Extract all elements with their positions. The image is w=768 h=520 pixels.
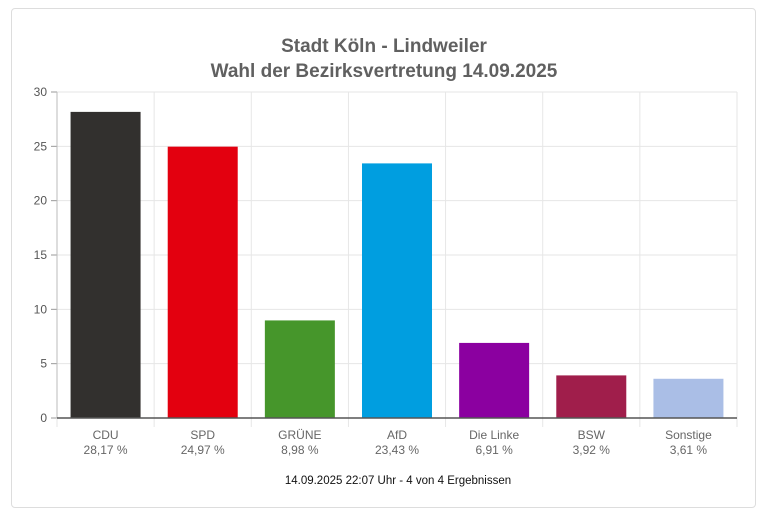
y-tick-label: 15	[34, 248, 48, 262]
chart-title-line-2: Wahl der Bezirksvertretung 14.09.2025	[211, 61, 558, 82]
chart-title-line-1: Stadt Köln - Lindweiler	[281, 36, 487, 57]
bar-die-linke	[459, 342, 530, 418]
category-label: AfD	[387, 428, 407, 442]
chart-card	[11, 8, 756, 508]
bar-bsw	[556, 375, 627, 418]
category-label: SPD	[190, 428, 215, 442]
bar-spd	[167, 146, 238, 418]
y-tick-label: 30	[34, 85, 48, 99]
value-label: 8,98 %	[281, 443, 319, 457]
y-tick-label: 5	[40, 357, 47, 371]
value-label: 3,61 %	[670, 443, 708, 457]
category-label: GRÜNE	[278, 428, 321, 442]
footer-status: 14.09.2025 22:07 Uhr - 4 von 4 Ergebniss…	[285, 475, 511, 487]
y-tick-label: 10	[34, 302, 48, 316]
bar-sonstige	[653, 378, 724, 418]
bar-afd	[362, 163, 432, 418]
y-tick-label: 0	[40, 411, 47, 425]
bar-grüne	[264, 320, 335, 418]
y-tick-label: 25	[34, 139, 48, 153]
value-label: 3,92 %	[573, 443, 611, 457]
category-label: BSW	[578, 428, 606, 442]
y-tick-label: 20	[34, 194, 48, 208]
category-label: Sonstige	[665, 428, 712, 442]
value-label: 6,91 %	[475, 443, 513, 457]
value-label: 28,17 %	[84, 443, 128, 457]
category-label: CDU	[93, 428, 119, 442]
value-label: 23,43 %	[375, 443, 419, 457]
value-label: 24,97 %	[181, 443, 225, 457]
category-label: Die Linke	[469, 428, 519, 442]
bar-cdu	[70, 111, 141, 419]
